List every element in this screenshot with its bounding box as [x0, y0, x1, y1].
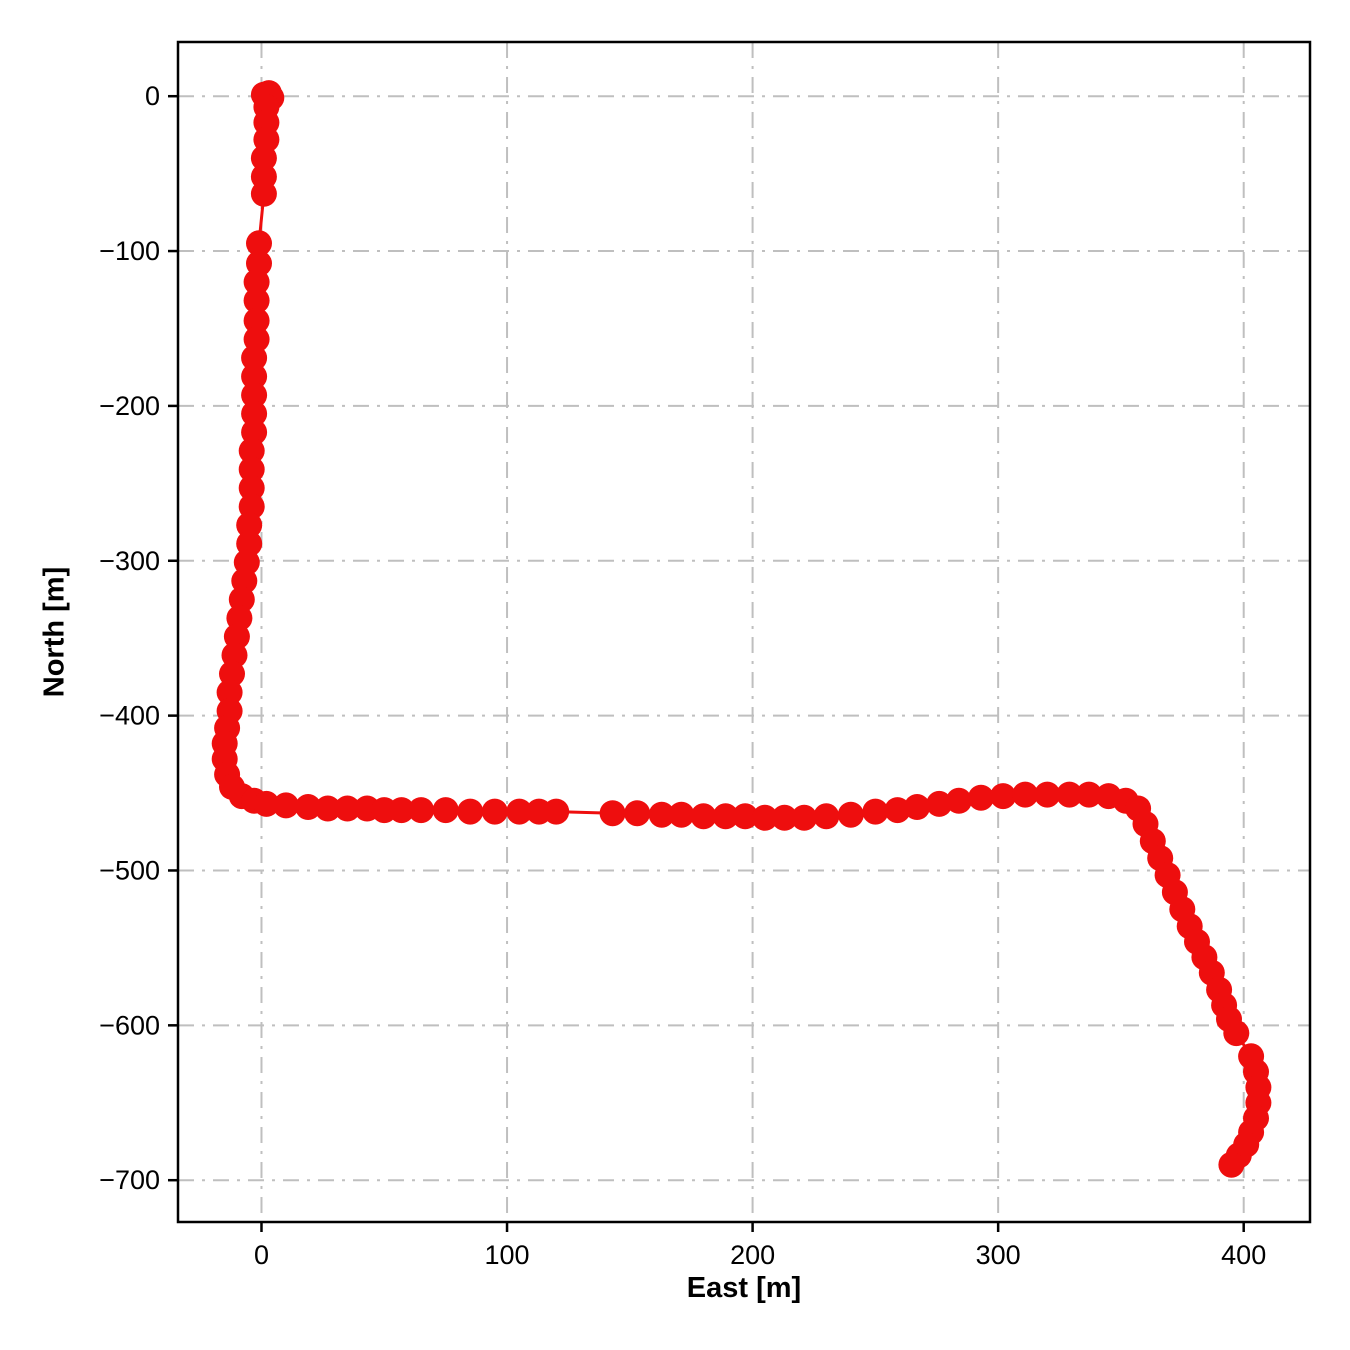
data-point — [295, 794, 322, 820]
data-point — [481, 798, 508, 825]
data-point — [1218, 1151, 1245, 1178]
data-point — [506, 798, 533, 825]
data-point — [968, 784, 994, 811]
data-point — [241, 363, 268, 390]
data-point — [1034, 781, 1061, 808]
data-point — [408, 797, 435, 824]
data-point — [751, 804, 778, 831]
data-point — [243, 269, 270, 295]
data-point — [1076, 781, 1102, 808]
plot-border — [176, 40, 1312, 1224]
x-axis-label: East [m] — [686, 1272, 802, 1304]
y-tick-label: −400 — [99, 701, 160, 731]
data-point — [246, 230, 272, 257]
data-point — [712, 803, 739, 830]
data-point — [238, 456, 265, 483]
data-point — [1223, 1020, 1250, 1047]
data-point — [388, 797, 415, 824]
trajectory-line — [223, 91, 1260, 1166]
data-point — [250, 180, 277, 207]
data-point — [241, 400, 268, 427]
data-point — [813, 803, 840, 830]
ticks: 0 100 200 300 400 0 −100 −200 −300 −400 −500 −600 −7… — [99, 81, 1266, 1270]
trajectory-markers — [211, 80, 1272, 1178]
data-point — [216, 679, 243, 706]
data-point — [334, 795, 361, 822]
x-tick-label: 100 — [485, 1240, 530, 1270]
data-point — [599, 800, 626, 827]
y-tick-label: −500 — [99, 855, 160, 885]
gridlines — [178, 42, 1310, 1222]
data-point — [837, 801, 864, 828]
data-point — [668, 801, 695, 828]
data-point — [543, 798, 570, 825]
data-point — [904, 794, 931, 820]
data-point — [236, 512, 263, 539]
data-point — [314, 795, 341, 822]
data-point — [1056, 781, 1083, 808]
data-point — [250, 145, 277, 172]
data-point — [243, 307, 270, 334]
y-tick-label: −100 — [99, 236, 160, 266]
x-tick-label: 300 — [976, 1240, 1021, 1270]
data-point — [432, 797, 459, 824]
y-tick-label: 0 — [145, 81, 160, 111]
data-point — [648, 801, 675, 828]
data-point — [990, 783, 1017, 810]
data-point — [241, 344, 268, 371]
data-point — [273, 792, 299, 819]
data-point — [624, 800, 651, 827]
data-point — [732, 803, 759, 830]
y-axis-label: North [m] — [38, 566, 71, 698]
y-tick-label: −200 — [99, 391, 160, 421]
data-point — [884, 797, 911, 824]
data-point — [243, 287, 270, 314]
x-tick-label: 0 — [254, 1240, 269, 1270]
data-point — [791, 804, 818, 831]
data-point — [926, 790, 953, 817]
data-point — [457, 798, 484, 825]
data-point — [945, 787, 972, 814]
data-point — [253, 790, 280, 817]
data-point — [238, 475, 265, 501]
data-point — [241, 382, 268, 409]
data-point — [690, 803, 717, 830]
x-tick-label: 400 — [1221, 1240, 1266, 1270]
data-point — [238, 437, 265, 464]
data-point — [771, 804, 798, 831]
data-point — [1012, 781, 1039, 808]
x-tick-label: 200 — [730, 1240, 775, 1270]
y-tick-label: −300 — [99, 546, 160, 576]
y-tick-label: −600 — [99, 1010, 160, 1040]
data-point — [862, 798, 889, 825]
y-tick-label: −700 — [99, 1165, 160, 1195]
